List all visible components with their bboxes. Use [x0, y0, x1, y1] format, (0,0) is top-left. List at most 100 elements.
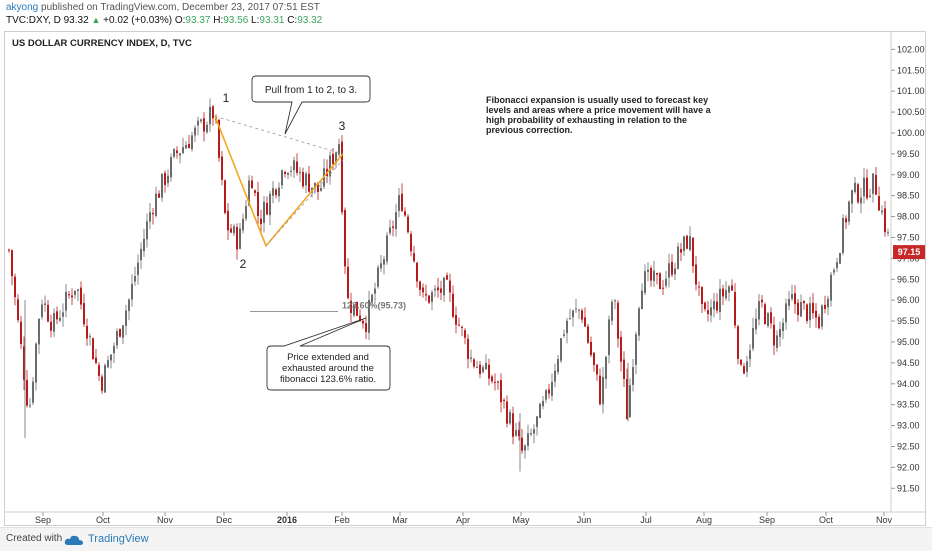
candle-body [305, 173, 307, 186]
candle-body [836, 262, 838, 269]
candle-body [689, 236, 691, 250]
candle-body [404, 211, 406, 216]
candle-body [878, 196, 880, 211]
candle-body [575, 308, 577, 310]
candle-body [848, 201, 850, 222]
candle-body [350, 300, 352, 313]
chart-title: US DOLLAR CURRENCY INDEX, D, TVC [12, 38, 192, 49]
candle-body [119, 329, 121, 337]
candle-body [662, 287, 664, 289]
candle-body [419, 281, 421, 290]
candle-body [557, 358, 559, 372]
candle-body [80, 287, 82, 305]
candle-body [839, 252, 841, 264]
candle-body [332, 153, 334, 164]
candle-body [611, 301, 613, 321]
candle-body [230, 228, 232, 233]
candle-body [584, 317, 586, 327]
candle-body [761, 299, 763, 303]
candle-body [884, 208, 886, 233]
candle-body [656, 273, 658, 275]
labels-layer: US DOLLAR CURRENCY INDEX, D, TVC 1 2 3 Pull … [12, 38, 712, 391]
x-tick-label: Mar [392, 515, 408, 525]
candle-body [647, 269, 649, 272]
candle-body [44, 303, 46, 305]
y-tick-label: 95.00 [897, 337, 920, 347]
candle-body [272, 188, 274, 196]
callout-extended-text: fibonacci 123.6% ratio. [280, 374, 376, 385]
candle-body [851, 190, 853, 204]
candle-body [239, 228, 241, 249]
candle-body [68, 294, 70, 296]
candle-body [497, 381, 499, 383]
candle-body [212, 106, 214, 119]
candle-body [368, 299, 370, 333]
candle-body [782, 322, 784, 332]
candle-body [740, 359, 742, 365]
candle-body [443, 277, 445, 296]
candle-body [287, 172, 289, 175]
candle-body [797, 302, 799, 315]
candle-body [152, 212, 154, 215]
x-tick-label: Nov [157, 515, 174, 525]
price-chart[interactable]: 102.00 101.50 101.00 100.50 100.00 99.50 99.00… [0, 0, 932, 527]
y-tick-label: 93.00 [897, 421, 920, 431]
candle-body [644, 271, 646, 293]
candle-body [821, 305, 823, 327]
candle-body [515, 430, 517, 436]
candle-body [356, 301, 358, 316]
candle-body [623, 359, 625, 380]
candle-body [398, 195, 400, 211]
candle-body [815, 310, 817, 318]
x-tick-label: 2016 [277, 515, 297, 525]
candle-body [410, 233, 412, 252]
candle-body [779, 329, 781, 337]
candle-body [872, 173, 874, 194]
candle-body [626, 378, 628, 420]
candle-body [500, 380, 502, 403]
footer-bar: Created with TradingView [0, 527, 932, 551]
author-link[interactable]: akyong [6, 2, 39, 13]
y-tick-label: 101.50 [897, 65, 925, 75]
candle-body [161, 173, 163, 198]
fibonacci-layer: 123.60%(95.73) [214, 115, 406, 312]
candle-body [755, 318, 757, 330]
candle-body [635, 334, 637, 365]
candle-body [389, 227, 391, 234]
candle-body [224, 180, 226, 213]
candle-body [245, 206, 247, 219]
candle-body [23, 346, 25, 380]
y-tick-label: 99.50 [897, 149, 920, 159]
candle-body [539, 403, 541, 419]
candle-body [860, 197, 862, 204]
candle-body [527, 433, 529, 446]
candle-body [737, 326, 739, 359]
candle-body [824, 304, 826, 309]
y-tick-label: 98.00 [897, 212, 920, 222]
candle-body [509, 412, 511, 424]
candle-body [491, 376, 493, 382]
candle-body [716, 301, 718, 311]
candle-body [863, 177, 865, 197]
candle-body [866, 177, 868, 199]
fib-point-label: 3 [339, 119, 346, 133]
candle-body [308, 173, 310, 192]
x-tick-label: Jul [640, 515, 652, 525]
y-tick-label: 97.50 [897, 232, 920, 242]
callout-extended-box [266, 317, 391, 391]
candle-body [485, 362, 487, 370]
candle-body [26, 380, 28, 406]
tradingview-brand[interactable]: TradingView [88, 533, 149, 545]
y-tick-label: 91.50 [897, 483, 920, 493]
candle-body [122, 325, 124, 338]
candle-body [158, 193, 160, 198]
candle-body [347, 266, 349, 299]
candle-body [248, 180, 250, 206]
candle-body [434, 288, 436, 291]
candle-body [86, 325, 88, 339]
candle-body [488, 364, 490, 379]
symbol-label: TVC:DXY, D [6, 15, 61, 26]
candle-body [473, 359, 475, 367]
candle-body [428, 295, 430, 303]
candle-body [728, 286, 730, 293]
